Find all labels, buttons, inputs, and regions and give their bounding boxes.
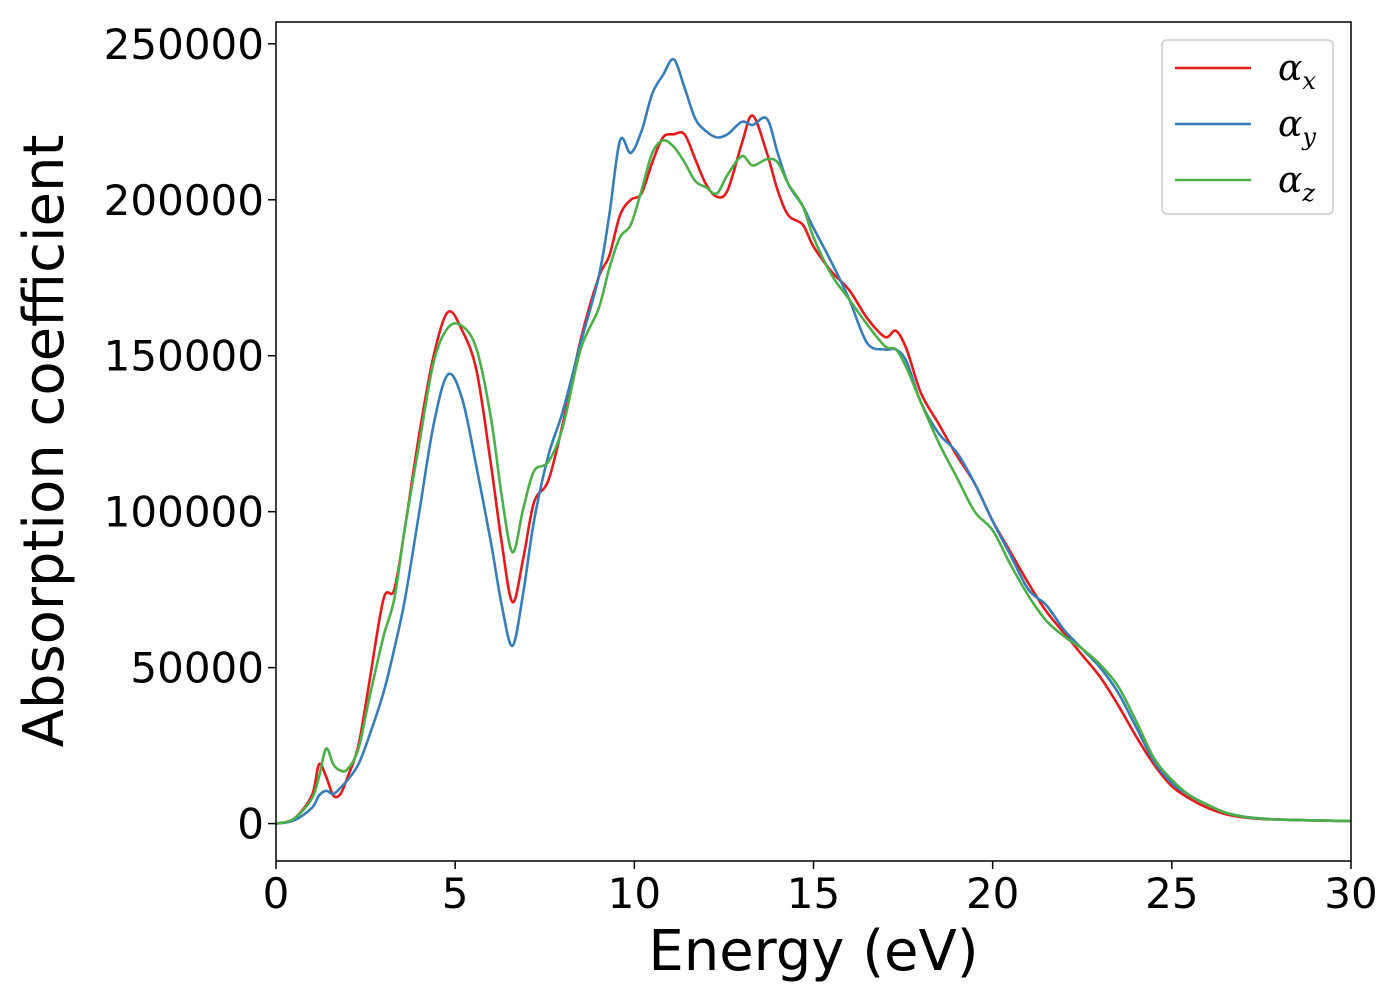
y-tick-label: 200000 (104, 176, 264, 225)
series-line-2 (276, 139, 1351, 825)
legend-label: αy (1278, 104, 1316, 151)
x-axis-ticks: 0 5 10 15 20 25 30 (263, 861, 1378, 918)
legend-label: αx (1278, 48, 1316, 95)
x-axis-title: Energy (eV) (648, 919, 978, 984)
y-tick-label: 50000 (130, 644, 264, 693)
x-tick-label: 5 (442, 869, 469, 918)
legend-label: αz (1278, 160, 1315, 207)
x-tick-label: 30 (1324, 869, 1377, 918)
x-tick-label: 0 (263, 869, 290, 918)
y-axis-title: Absorption coefficient (12, 135, 77, 748)
y-tick-label: 100000 (104, 488, 264, 537)
series-lines (276, 57, 1351, 825)
y-tick-label: 150000 (104, 332, 264, 381)
legend: αx αy αz (1161, 39, 1334, 215)
x-tick-label: 20 (966, 869, 1019, 918)
y-tick-label: 0 (237, 800, 264, 849)
legend-frame (1161, 39, 1334, 215)
x-tick-label: 10 (608, 869, 661, 918)
x-tick-label: 15 (787, 869, 840, 918)
y-tick-label: 250000 (104, 20, 264, 69)
y-axis-ticks: 0 50000 100000 150000 200000 250000 (104, 20, 276, 849)
x-tick-label: 25 (1145, 869, 1198, 918)
